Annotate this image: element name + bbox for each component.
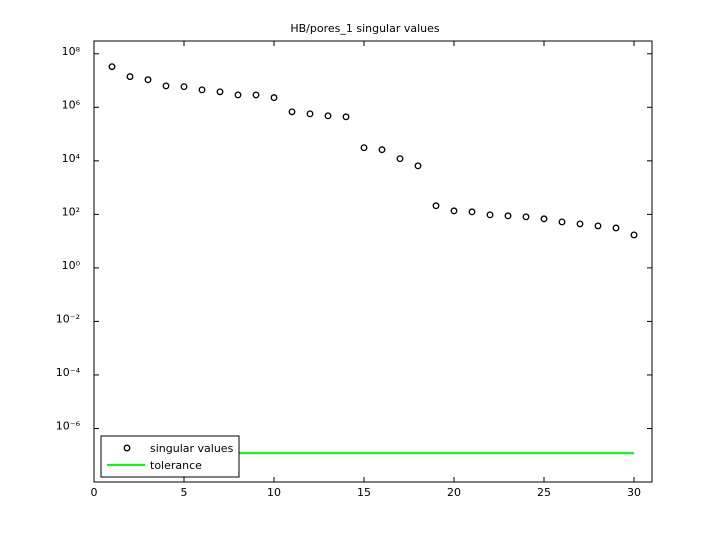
x-tick-label: 0 <box>91 486 98 499</box>
data-point <box>468 208 476 216</box>
data-point <box>432 202 440 210</box>
data-point <box>144 76 152 84</box>
data-point <box>540 215 548 223</box>
legend-label: singular values <box>150 442 234 455</box>
data-point <box>450 207 458 215</box>
data-point <box>360 144 368 152</box>
y-tick-label: 10⁰ <box>62 259 81 272</box>
data-point <box>378 146 386 154</box>
data-point <box>306 110 314 118</box>
y-tick-label: 10⁴ <box>62 152 81 165</box>
legend-swatch <box>123 444 131 452</box>
data-point <box>270 94 278 102</box>
y-tick-label: 10⁻⁶ <box>56 419 81 432</box>
data-point <box>558 218 566 226</box>
data-point <box>612 224 620 232</box>
x-tick-label: 5 <box>181 486 188 499</box>
y-tick-label: 10² <box>62 205 80 218</box>
data-point <box>630 231 638 239</box>
x-tick-label: 15 <box>357 486 371 499</box>
data-point <box>198 86 206 94</box>
data-point <box>486 211 494 219</box>
data-point <box>234 91 242 99</box>
x-tick-label: 25 <box>537 486 551 499</box>
plot-frame <box>93 40 653 483</box>
x-tick-label: 20 <box>447 486 461 499</box>
y-tick-label: 10⁻⁴ <box>56 366 81 379</box>
data-point <box>288 108 296 116</box>
data-point <box>162 82 170 90</box>
data-point <box>252 91 260 99</box>
x-tick-label: 10 <box>267 486 281 499</box>
data-point <box>594 222 602 230</box>
legend-label: tolerance <box>150 459 202 472</box>
chart-title: HB/pores_1 singular values <box>290 22 440 35</box>
data-point <box>396 155 404 163</box>
y-tick-label: 10⁶ <box>62 98 81 111</box>
data-point <box>180 83 188 91</box>
data-point <box>504 212 512 220</box>
data-point <box>342 113 350 121</box>
y-tick-label: 10⁸ <box>62 45 81 58</box>
data-point <box>324 112 332 120</box>
data-point <box>216 88 224 96</box>
legend-box <box>100 435 240 478</box>
data-point <box>126 73 134 81</box>
y-tick-label: 10⁻² <box>56 312 80 325</box>
data-point <box>414 162 422 170</box>
data-point <box>576 220 584 228</box>
data-point <box>108 63 116 71</box>
data-point <box>522 213 530 221</box>
x-tick-label: 30 <box>627 486 641 499</box>
